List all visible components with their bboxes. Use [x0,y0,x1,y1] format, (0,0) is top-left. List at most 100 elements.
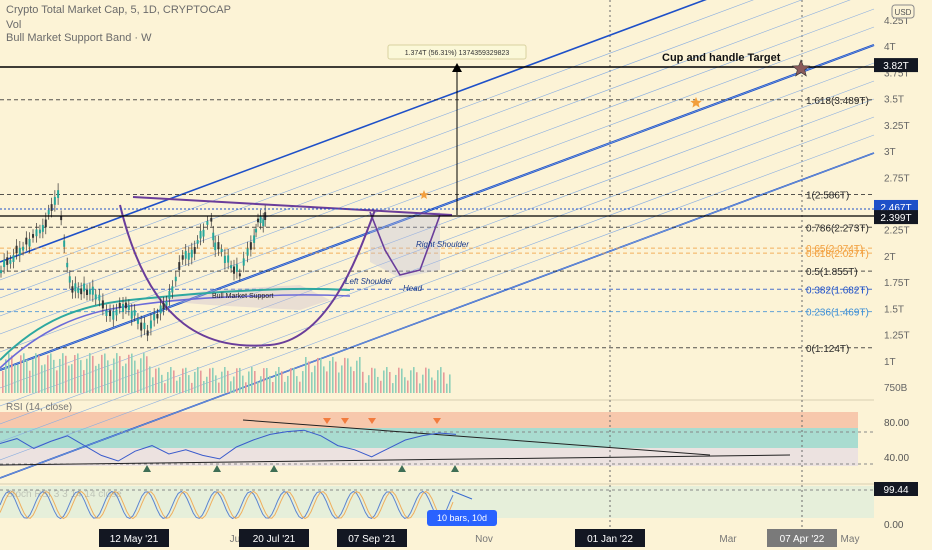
candle-body [184,250,187,259]
volume-bar [2,371,4,393]
rsi-overbought-zone [0,412,858,428]
candle-body [136,318,139,324]
rsi-down-arrow [323,418,331,424]
candle-body [122,304,125,313]
volume-bar [23,353,25,393]
volume-bar [311,372,313,393]
stoch-tick: 0.00 [884,520,904,531]
candle-body [149,320,152,329]
candle-body [220,248,223,252]
volume-bar [5,359,7,393]
volume-bar [56,370,58,393]
stoch-value-tag [874,482,918,496]
volume-bar [242,375,244,393]
volume-bar [158,367,160,393]
time-tag [239,529,309,547]
time-label: 07 Sep '21 [348,534,396,545]
volume-bar [116,353,118,393]
candle-body [246,248,249,256]
volume-bar [122,366,124,393]
vol-legend[interactable]: Vol [6,19,22,31]
time-label: Jul [230,534,243,545]
volume-bar [389,372,391,393]
bmsb-line [0,287,351,361]
volume-bar [164,383,166,393]
volume-bar [236,368,238,393]
channel-line [0,116,875,443]
rsi-title[interactable]: RSI (14, close) [6,402,73,413]
volume-bar [20,355,22,393]
candle-body [196,240,199,244]
price-tick: 2.75T [884,173,910,184]
rsi-neutral-zone [0,428,858,448]
volume-bar [329,360,331,393]
volume-bar [356,360,358,393]
volume-bar [188,375,190,393]
candle-body [202,229,205,237]
stoch-title[interactable]: Stoch RSI 3 3 14 14 close [6,489,122,500]
volume-bar [161,374,163,393]
volume-bar [362,371,364,393]
fib-label: 1.618(3.489T) [806,96,869,107]
volume-bar [194,371,196,393]
fib-label: 0.382(1.682T) [806,285,869,296]
volume-bar [86,358,88,393]
volume-bar [47,355,49,393]
price-tag [874,210,918,225]
rsi-tick: 80.00 [884,418,909,429]
volume-bar [344,357,346,393]
channel-line [0,80,875,407]
currency-label: USD [895,8,912,17]
price-tick: 3T [884,147,896,158]
candle-body [156,313,159,319]
candle-body [0,270,2,274]
channel-line [0,44,875,371]
candle-body [253,235,256,243]
candle-body [50,204,53,211]
time-axis-bg [0,528,932,550]
volume-bar [11,355,13,393]
volume-bar [374,368,376,393]
volume-bar [308,361,310,393]
volume-bar [176,380,178,393]
volume-bar [371,367,373,393]
volume-bar [167,372,169,393]
candle-body [83,283,86,292]
rsi-down-arrow [341,418,349,424]
volume-bar [281,371,283,393]
volume-bar [266,368,268,393]
star-icon [690,97,702,108]
volume-bar [410,370,412,393]
candle-body [257,218,260,223]
volume-bar [419,383,421,393]
rsi-down-arrow [433,418,441,424]
candle-body [98,294,101,301]
currency-badge [891,4,915,19]
measure-box [387,44,527,60]
volume-bar [413,367,415,393]
volume-bar [95,365,97,393]
volume-bar [245,382,247,393]
star-icon [791,59,811,77]
chart-title[interactable]: Crypto Total Market Cap, 5, 1D, CRYPTOCA… [6,4,231,16]
volume-bar [434,380,436,393]
price-tick: 3.5T [884,95,904,106]
volume-bar [227,370,229,393]
candle-body [214,242,217,251]
bmsb-legend[interactable]: Bull Market Support Band · W [6,32,152,44]
volume-bar [212,367,214,393]
projection-label: 10 bars, 10d [437,513,487,523]
volume-bar [185,367,187,393]
volume-bar [269,375,271,393]
channel-line [0,0,851,317]
price-tick: 3.75T [884,68,910,79]
volume-bar [50,353,52,393]
time-label: 12 May '21 [110,534,159,545]
volume-bar [425,367,427,393]
volume-bar [224,367,226,393]
candle-body [238,273,241,277]
volume-bar [68,365,70,393]
volume-bar [215,375,217,393]
